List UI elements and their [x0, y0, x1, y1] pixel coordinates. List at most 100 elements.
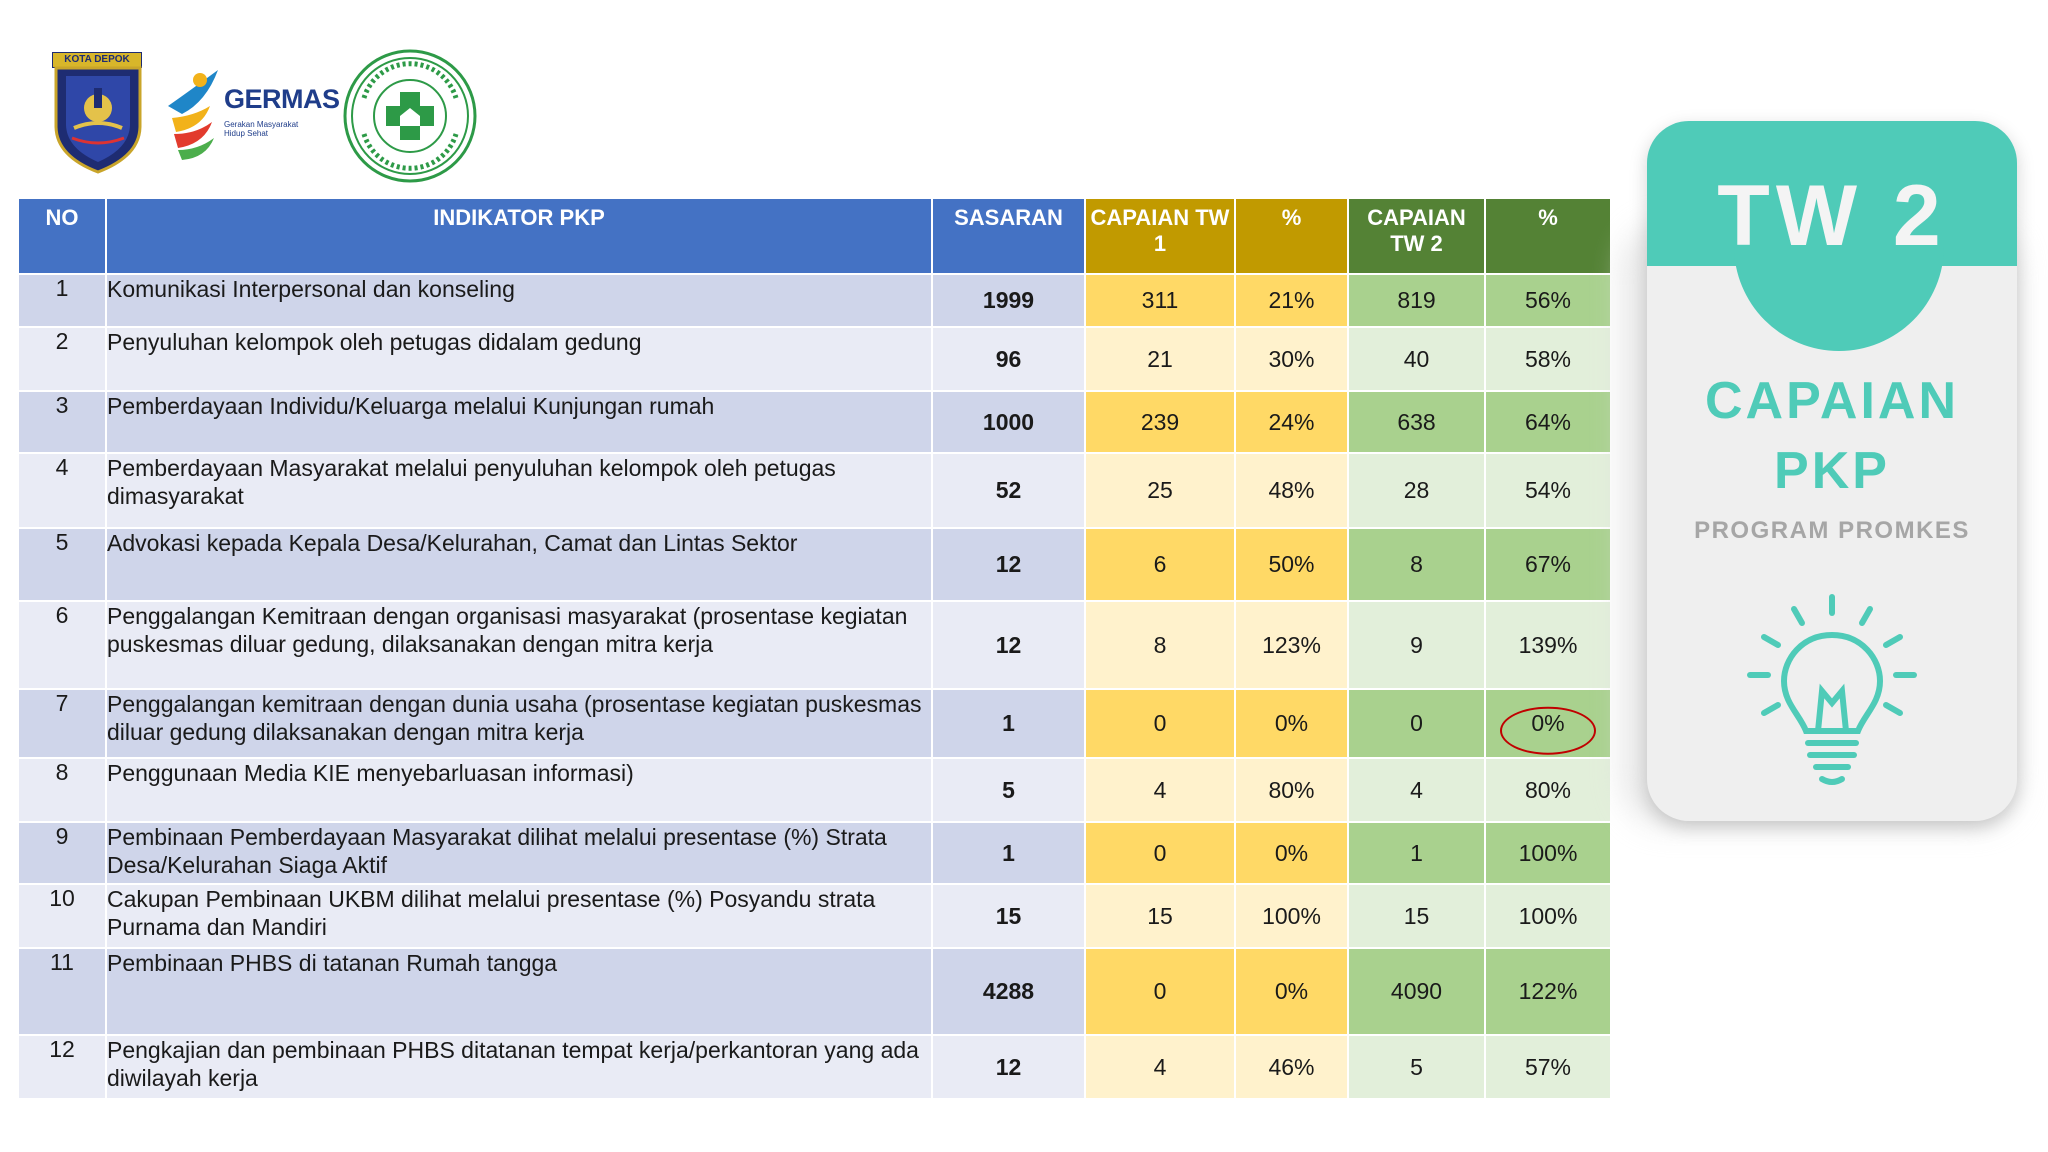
cell-pct-tw1: 80% — [1234, 757, 1349, 823]
card-title-line1: CAPAIAN — [1704, 372, 1960, 430]
cell-sasaran: 1 — [931, 821, 1086, 885]
cell-pct-tw2: 122% — [1484, 947, 1612, 1036]
cell-pct-tw1: 123% — [1234, 600, 1349, 690]
cell-capaian-tw1: 0 — [1084, 688, 1236, 759]
cell-capaian-tw1: 311 — [1084, 273, 1236, 328]
logo-strip: KOTA DEPOK GERMAS Gerakan Masyarakat Hid… — [52, 48, 492, 188]
cell-capaian-tw1: 0 — [1084, 821, 1236, 885]
card-title-line2: PKP — [1774, 442, 1890, 500]
cell-sasaran: 1 — [931, 688, 1086, 759]
cell-no: 6 — [17, 600, 107, 690]
table-row: 8 Penggunaan Media KIE menyebarluasan in… — [17, 757, 1612, 823]
cell-pct-tw1: 0% — [1234, 947, 1349, 1036]
cell-pct-tw2: 100% — [1484, 821, 1612, 885]
cell-sasaran: 52 — [931, 452, 1086, 529]
cell-pct-tw1: 46% — [1234, 1034, 1349, 1100]
cell-no: 3 — [17, 390, 107, 454]
table-row: 11 Pembinaan PHBS di tatanan Rumah tangg… — [17, 947, 1612, 1036]
cell-capaian-tw2: 9 — [1347, 600, 1486, 690]
card-subtitle: PROGRAM PROMKES — [1694, 517, 1970, 544]
cell-pct-tw2: 100% — [1484, 883, 1612, 949]
cell-indikator: Pengkajian dan pembinaan PHBS ditatanan … — [105, 1034, 933, 1100]
cell-pct-tw1: 21% — [1234, 273, 1349, 328]
header-indikator: INDIKATOR PKP — [105, 197, 933, 275]
table-row: 10 Cakupan Pembinaan UKBM dilihat melalu… — [17, 883, 1612, 949]
header-pct-tw2: % — [1484, 197, 1612, 275]
header-pct-tw1: % — [1234, 197, 1349, 275]
cell-indikator: Komunikasi Interpersonal dan konseling — [105, 273, 933, 328]
cell-pct-tw2: 139% — [1484, 600, 1612, 690]
table-row: 1 Komunikasi Interpersonal dan konseling… — [17, 273, 1612, 328]
header-capaian-tw2: CAPAIAN TW 2 — [1347, 197, 1486, 275]
cell-capaian-tw1: 6 — [1084, 527, 1236, 602]
cell-sasaran: 5 — [931, 757, 1086, 823]
cell-pct-tw1: 30% — [1234, 326, 1349, 392]
cell-no: 9 — [17, 821, 107, 885]
cell-capaian-tw2: 28 — [1347, 452, 1486, 529]
cell-capaian-tw2: 819 — [1347, 273, 1486, 328]
cell-indikator: Cakupan Pembinaan UKBM dilihat melalui p… — [105, 883, 933, 949]
cell-capaian-tw1: 25 — [1084, 452, 1236, 529]
germas-wordmark: GERMAS — [224, 84, 340, 114]
cell-capaian-tw1: 0 — [1084, 947, 1236, 1036]
cell-capaian-tw2: 8 — [1347, 527, 1486, 602]
header-no: NO — [17, 197, 107, 275]
cell-no: 12 — [17, 1034, 107, 1100]
cell-no: 1 — [17, 273, 107, 328]
kota-depok-emblem-icon: KOTA DEPOK — [52, 52, 144, 174]
cell-capaian-tw1: 4 — [1084, 1034, 1236, 1100]
header-capaian-tw1-label: CAPAIAN TW 1 — [1090, 205, 1230, 256]
cell-capaian-tw1: 15 — [1084, 883, 1236, 949]
table-row: 9 Pembinaan Pemberdayaan Masyarakat dili… — [17, 821, 1612, 885]
table-row: 7 Penggalangan kemitraan dengan dunia us… — [17, 688, 1612, 759]
cell-indikator: Pemberdayaan Individu/Keluarga melalui K… — [105, 390, 933, 454]
cell-pct-tw1: 48% — [1234, 452, 1349, 529]
cell-capaian-tw2: 40 — [1347, 326, 1486, 392]
cell-capaian-tw2: 4 — [1347, 757, 1486, 823]
cell-sasaran: 12 — [931, 600, 1086, 690]
table-row: 4 Pemberdayaan Masyarakat melalui penyul… — [17, 452, 1612, 529]
cell-pct-tw2-highlighted: 0% — [1484, 688, 1612, 759]
card-title: CAPAIAN PKP — [1647, 366, 2017, 506]
tw-label: TW 2 — [1717, 168, 1947, 264]
cell-sasaran: 1000 — [931, 390, 1086, 454]
cell-pct-tw2: 58% — [1484, 326, 1612, 392]
table-row: 6 Penggalangan Kemitraan dengan organisa… — [17, 600, 1612, 690]
table-row: 3 Pemberdayaan Individu/Keluarga melalui… — [17, 390, 1612, 454]
germas-logo-icon: GERMAS Gerakan Masyarakat Hidup Sehat — [158, 62, 340, 162]
cell-indikator: Advokasi kepada Kepala Desa/Kelurahan, C… — [105, 527, 933, 602]
cell-sasaran: 4288 — [931, 947, 1086, 1036]
cell-no: 7 — [17, 688, 107, 759]
cell-pct-tw2: 67% — [1484, 527, 1612, 602]
cell-indikator: Penggalangan Kemitraan dengan organisasi… — [105, 600, 933, 690]
depok-shield-icon — [54, 66, 142, 174]
cell-pct-tw1: 24% — [1234, 390, 1349, 454]
cell-capaian-tw1: 4 — [1084, 757, 1236, 823]
pkp-table: NO INDIKATOR PKP SASARAN CAPAIAN TW 1 % … — [17, 197, 1612, 1100]
tw2-card: TW 2 CAPAIAN PKP PROGRAM PROMKES — [1647, 121, 2017, 821]
red-ring-highlight — [1500, 706, 1596, 755]
cell-capaian-tw2: 15 — [1347, 883, 1486, 949]
cell-no: 2 — [17, 326, 107, 392]
cell-indikator: Pembinaan PHBS di tatanan Rumah tangga — [105, 947, 933, 1036]
cell-capaian-tw2: 1 — [1347, 821, 1486, 885]
cell-no: 11 — [17, 947, 107, 1036]
cell-no: 8 — [17, 757, 107, 823]
header-capaian-tw1: CAPAIAN TW 1 — [1084, 197, 1236, 275]
cell-capaian-tw1: 8 — [1084, 600, 1236, 690]
cell-sasaran: 1999 — [931, 273, 1086, 328]
cell-pct-tw1: 50% — [1234, 527, 1349, 602]
cell-pct-tw2: 56% — [1484, 273, 1612, 328]
table-row: 2 Penyuluhan kelompok oleh petugas didal… — [17, 326, 1612, 392]
cell-pct-tw2: 57% — [1484, 1034, 1612, 1100]
cell-pct-tw2: 80% — [1484, 757, 1612, 823]
cell-pct-tw2: 54% — [1484, 452, 1612, 529]
puskesmas-circle-icon — [343, 49, 477, 183]
header-capaian-tw2-label: CAPAIAN TW 2 — [1367, 205, 1466, 256]
cell-indikator: Pemberdayaan Masyarakat melalui penyuluh… — [105, 452, 933, 529]
table-row: 5 Advokasi kepada Kepala Desa/Kelurahan,… — [17, 527, 1612, 602]
cell-pct-tw1: 0% — [1234, 821, 1349, 885]
cell-capaian-tw2: 638 — [1347, 390, 1486, 454]
cell-no: 5 — [17, 527, 107, 602]
cell-capaian-tw2: 0 — [1347, 688, 1486, 759]
